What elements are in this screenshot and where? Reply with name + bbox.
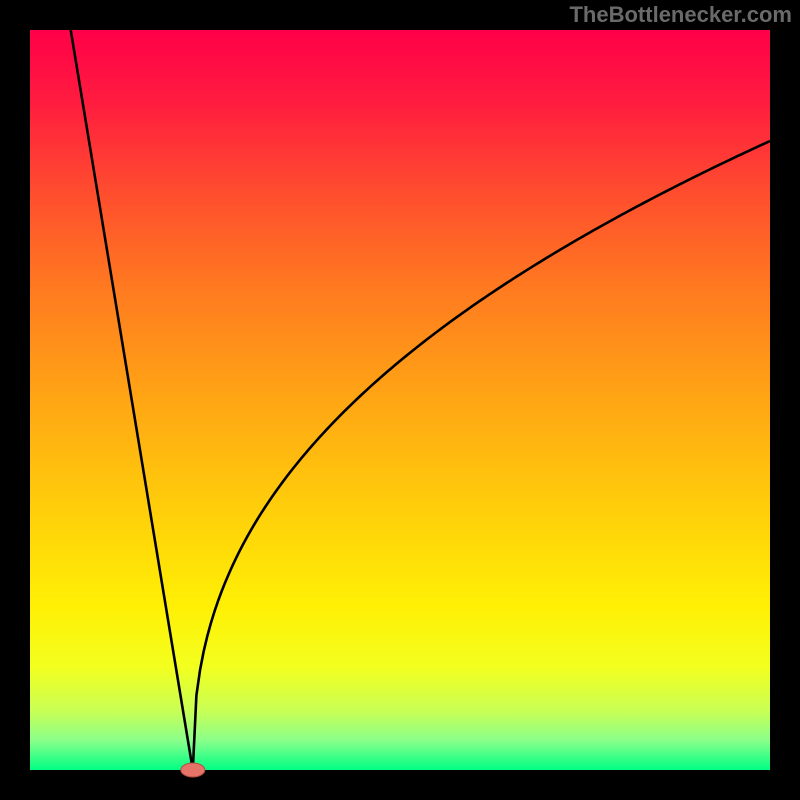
watermark-text: TheBottlenecker.com — [569, 2, 792, 28]
chart-container: { "watermark": { "text": "TheBottlenecke… — [0, 0, 800, 800]
minimum-marker — [181, 763, 205, 777]
chart-plot-area — [30, 30, 770, 770]
chart-svg — [0, 0, 800, 800]
